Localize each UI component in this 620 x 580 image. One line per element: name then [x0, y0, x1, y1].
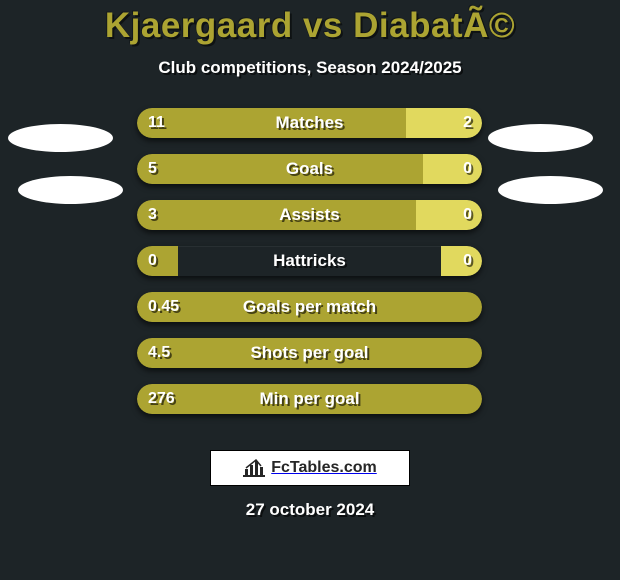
stat-bar-track — [137, 384, 482, 414]
stat-bar-track — [137, 154, 482, 184]
stat-bar-player1 — [137, 246, 178, 276]
stat-bar-full — [137, 338, 482, 368]
fctables-link[interactable]: FcTables.com — [210, 450, 410, 486]
stat-row: Shots per goal4.5 — [0, 338, 620, 384]
stat-bar-player1 — [137, 200, 416, 230]
team-badge-placeholder — [8, 124, 113, 152]
stat-bar-full — [137, 384, 482, 414]
team-badge-placeholder — [488, 124, 593, 152]
team-badge-placeholder — [498, 176, 603, 204]
stat-row: Goals per match0.45 — [0, 292, 620, 338]
team-badge-placeholder — [18, 176, 123, 204]
stat-bar-track — [137, 108, 482, 138]
stat-bar-player2 — [423, 154, 482, 184]
stat-bar-track — [137, 292, 482, 322]
stat-bar-player1 — [137, 108, 406, 138]
stat-row: Assists30 — [0, 200, 620, 246]
stat-bar-player2 — [416, 200, 482, 230]
snapshot-date: 27 october 2024 — [0, 500, 620, 520]
stat-bar-track — [137, 338, 482, 368]
chart-icon — [243, 459, 265, 477]
stat-bar-player2 — [441, 246, 482, 276]
comparison-title: Kjaergaard vs DiabatÃ© — [0, 0, 620, 46]
stat-bar-track — [137, 246, 482, 276]
stat-bar-player1 — [137, 154, 423, 184]
stat-bar-player2 — [406, 108, 482, 138]
stat-row: Min per goal276 — [0, 384, 620, 430]
comparison-subtitle: Club competitions, Season 2024/2025 — [0, 58, 620, 78]
fctables-label: FcTables.com — [271, 459, 377, 477]
stat-bar-track — [137, 200, 482, 230]
stat-bar-full — [137, 292, 482, 322]
stat-row: Hattricks00 — [0, 246, 620, 292]
